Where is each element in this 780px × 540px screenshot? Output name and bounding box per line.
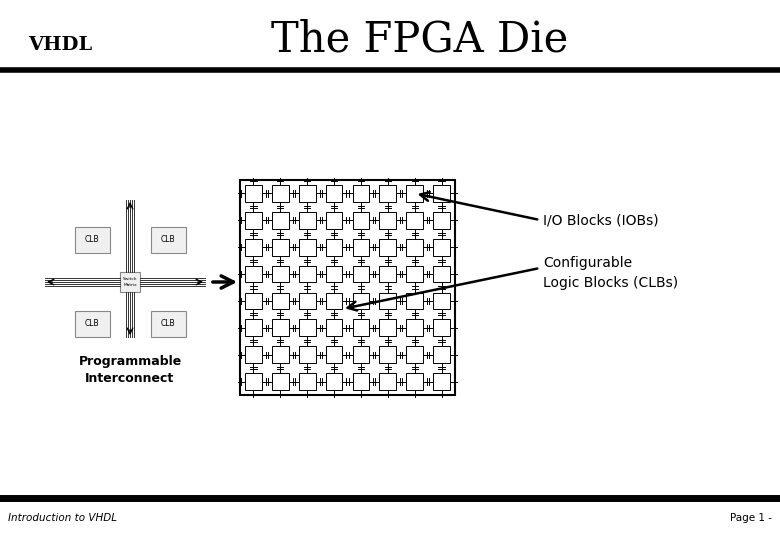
- Bar: [353, 320, 369, 336]
- Bar: [299, 373, 316, 390]
- Text: CLB: CLB: [85, 320, 99, 328]
- Bar: [299, 320, 316, 336]
- Bar: [299, 185, 316, 202]
- Bar: [120, 272, 140, 292]
- Bar: [326, 293, 342, 309]
- Bar: [245, 266, 262, 282]
- Bar: [75, 311, 109, 337]
- Bar: [151, 311, 186, 337]
- Bar: [245, 320, 262, 336]
- Bar: [299, 239, 316, 255]
- Bar: [326, 239, 342, 255]
- Bar: [379, 293, 396, 309]
- Bar: [379, 373, 396, 390]
- Bar: [406, 373, 423, 390]
- Bar: [245, 239, 262, 255]
- Text: I/O Blocks (IOBs): I/O Blocks (IOBs): [543, 213, 658, 227]
- Bar: [299, 266, 316, 282]
- Bar: [326, 320, 342, 336]
- Bar: [353, 239, 369, 255]
- Text: VHDL: VHDL: [28, 36, 92, 54]
- Text: CLB: CLB: [161, 235, 176, 245]
- Bar: [379, 212, 396, 228]
- Bar: [272, 320, 289, 336]
- Bar: [326, 373, 342, 390]
- Bar: [433, 346, 450, 363]
- Bar: [272, 239, 289, 255]
- Bar: [272, 346, 289, 363]
- Text: Page 1 -: Page 1 -: [730, 513, 772, 523]
- Bar: [433, 185, 450, 202]
- Bar: [353, 346, 369, 363]
- Bar: [433, 266, 450, 282]
- Bar: [406, 185, 423, 202]
- Bar: [272, 212, 289, 228]
- Bar: [353, 373, 369, 390]
- Bar: [326, 346, 342, 363]
- Bar: [433, 320, 450, 336]
- Text: CLB: CLB: [85, 235, 99, 245]
- Bar: [75, 227, 109, 253]
- Bar: [406, 239, 423, 255]
- Bar: [245, 373, 262, 390]
- Bar: [379, 266, 396, 282]
- Bar: [406, 212, 423, 228]
- Bar: [379, 320, 396, 336]
- Bar: [406, 293, 423, 309]
- Bar: [379, 239, 396, 255]
- Text: Introduction to VHDL: Introduction to VHDL: [8, 513, 117, 523]
- Bar: [406, 266, 423, 282]
- Bar: [353, 266, 369, 282]
- Bar: [299, 346, 316, 363]
- Bar: [379, 346, 396, 363]
- Bar: [272, 373, 289, 390]
- Bar: [379, 185, 396, 202]
- Text: Programmable
Interconnect: Programmable Interconnect: [78, 355, 182, 385]
- Bar: [353, 293, 369, 309]
- Bar: [406, 320, 423, 336]
- Bar: [433, 212, 450, 228]
- Bar: [433, 373, 450, 390]
- Bar: [245, 185, 262, 202]
- Text: Configurable
Logic Blocks (CLBs): Configurable Logic Blocks (CLBs): [543, 256, 678, 290]
- Bar: [151, 227, 186, 253]
- Text: The FPGA Die: The FPGA Die: [271, 19, 569, 61]
- Bar: [299, 212, 316, 228]
- Bar: [406, 346, 423, 363]
- Bar: [433, 293, 450, 309]
- Bar: [299, 293, 316, 309]
- Bar: [272, 266, 289, 282]
- Bar: [353, 185, 369, 202]
- Bar: [245, 346, 262, 363]
- Bar: [245, 212, 262, 228]
- Bar: [240, 180, 455, 395]
- Bar: [326, 212, 342, 228]
- Bar: [272, 293, 289, 309]
- Bar: [245, 293, 262, 309]
- Text: CLB: CLB: [161, 320, 176, 328]
- Bar: [353, 212, 369, 228]
- Text: Switch: Switch: [122, 278, 137, 281]
- Bar: [326, 266, 342, 282]
- Bar: [433, 239, 450, 255]
- Text: Matrix: Matrix: [123, 282, 136, 287]
- Bar: [272, 185, 289, 202]
- Bar: [326, 185, 342, 202]
